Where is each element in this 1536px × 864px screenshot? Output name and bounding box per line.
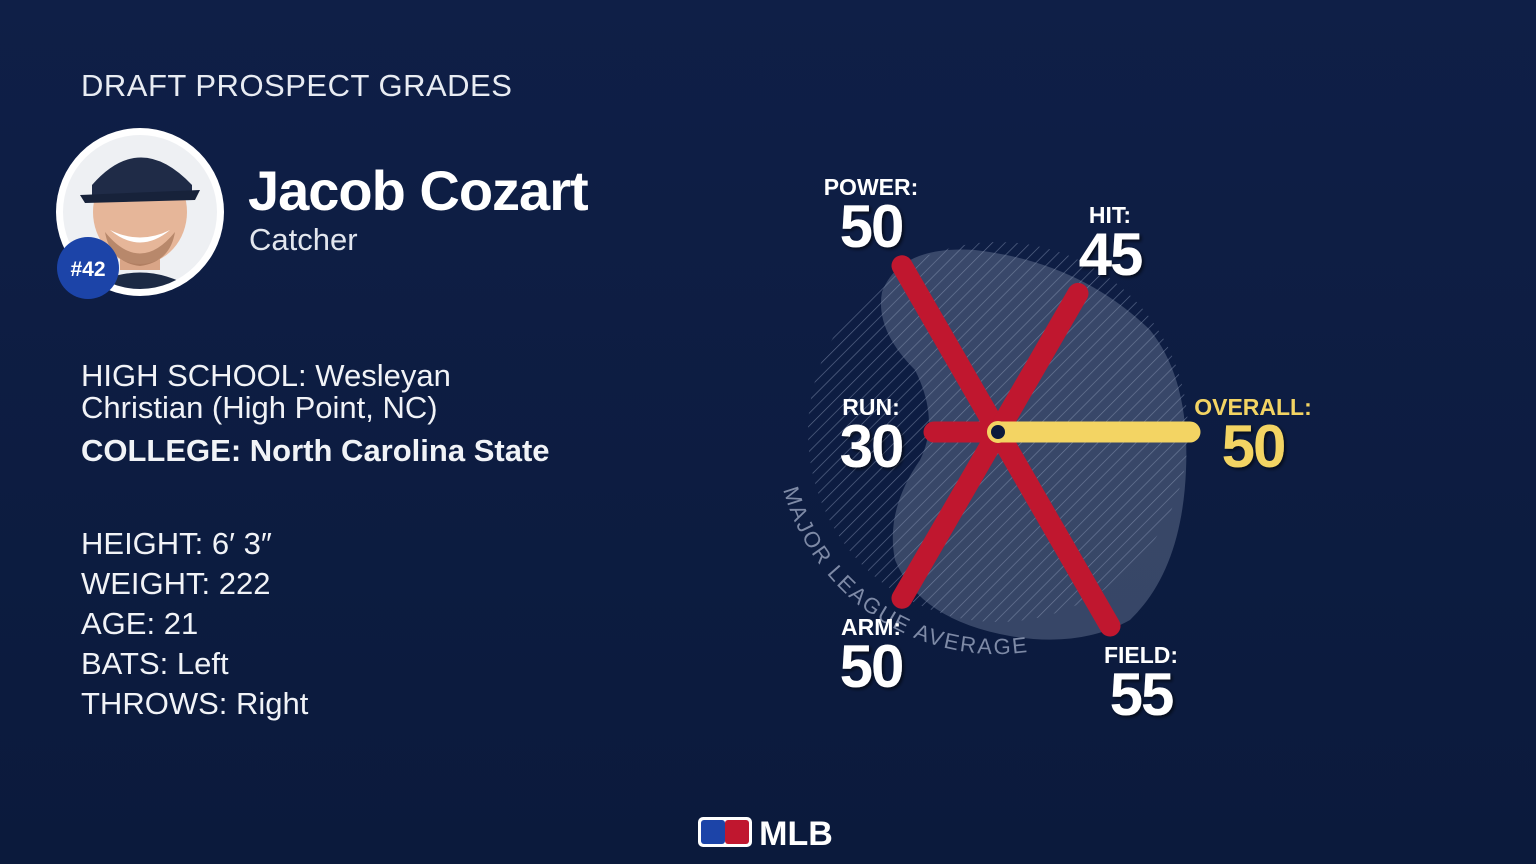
stat-value: 21 [163, 606, 199, 641]
stat-label: HEIGHT: [81, 526, 204, 561]
stat-label: AGE: [81, 606, 156, 641]
grade-value: 55 [1110, 661, 1173, 728]
stat: WEIGHT: 222 [81, 566, 271, 602]
grade-label: POWER: [824, 174, 919, 200]
player-name: Jacob Cozart [248, 159, 589, 222]
college: COLLEGE: North Carolina State [81, 435, 550, 467]
stat-label: WEIGHT: [81, 566, 211, 601]
spokes [891, 255, 1201, 637]
value: North Carolina State [249, 433, 550, 468]
grade-label: OVERALL: [1194, 394, 1312, 420]
label: COLLEGE: [81, 433, 242, 468]
grade-value: 50 [840, 193, 903, 260]
stat: HEIGHT: 6′ 3″ [81, 526, 272, 562]
spoke [987, 282, 1089, 443]
value: Wesleyan Christian (High Point, NC) [81, 358, 451, 425]
grade-value: 45 [1079, 221, 1142, 288]
high-school: HIGH SCHOOL: Wesleyan Christian (High Po… [81, 360, 501, 424]
stat: THROWS: Right [81, 686, 308, 722]
jersey-number: #42 [70, 258, 105, 281]
grade-value: 50 [1222, 413, 1285, 480]
grade-label: ARM: [841, 614, 901, 640]
grade-label: FIELD: [1104, 642, 1178, 668]
spoke [891, 255, 1009, 443]
player-position: Catcher [249, 222, 358, 257]
stat-label: BATS: [81, 646, 169, 681]
stat-value: 6′ 3″ [211, 526, 272, 561]
center-dot [987, 421, 1009, 443]
stat: AGE: 21 [81, 606, 198, 642]
stat: BATS: Left [81, 646, 229, 682]
spoke [891, 421, 1009, 609]
stat-label: THROWS: [81, 686, 228, 721]
grade-label: HIT: [1089, 202, 1131, 228]
grade-value: 30 [840, 413, 903, 480]
spoke [987, 421, 1121, 637]
avatar: #42 [56, 128, 224, 299]
stat-value: Left [176, 646, 229, 681]
stat-value: 222 [218, 566, 271, 601]
logo-text: MLB [759, 815, 833, 853]
label: HIGH SCHOOL: [81, 358, 307, 393]
page-title: DRAFT PROSPECT GRADES [81, 68, 513, 103]
grade-value: 50 [840, 633, 903, 700]
grade-label: RUN: [842, 394, 900, 420]
stat-value: Right [236, 686, 309, 721]
footer-logo: MLB [698, 815, 833, 853]
